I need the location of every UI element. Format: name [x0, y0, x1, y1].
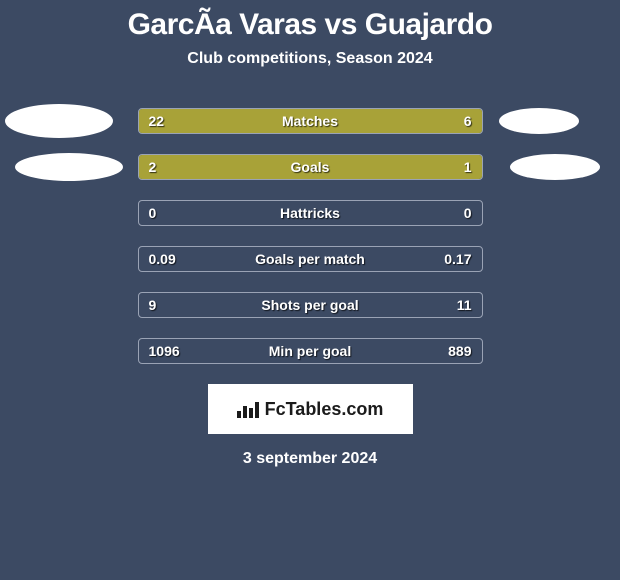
- stat-value-left: 22: [149, 113, 165, 129]
- bars-area: 22 6 Matches 2 1 Goals 0 0 Hattricks 0.09 0.17 Goal…: [0, 108, 620, 364]
- stat-label: Goals per match: [255, 251, 365, 267]
- player-avatar: [510, 154, 600, 180]
- stat-label: Goals: [291, 159, 330, 175]
- stat-value-right: 11: [457, 297, 472, 313]
- bar-chart-icon: [237, 400, 259, 418]
- bar-track: 0 0 Hattricks: [138, 200, 483, 226]
- player-avatar: [499, 108, 579, 134]
- stat-row: 9 11 Shots per goal: [0, 292, 620, 318]
- date-text: 3 september 2024: [0, 450, 620, 468]
- page-title: GarcÃ­a Varas vs Guajardo: [0, 0, 620, 42]
- stat-row: 0 0 Hattricks: [0, 200, 620, 226]
- stat-value-left: 0.09: [149, 251, 176, 267]
- bar-track: 1096 889 Min per goal: [138, 338, 483, 364]
- stat-value-right: 0.17: [444, 251, 471, 267]
- stat-value-left: 9: [149, 297, 157, 313]
- stat-value-left: 2: [149, 159, 157, 175]
- bar-track: 2 1 Goals: [138, 154, 483, 180]
- bar-fill-left: [139, 155, 369, 179]
- stat-value-right: 889: [448, 343, 471, 359]
- stat-value-left: 1096: [149, 343, 180, 359]
- stat-value-right: 0: [464, 205, 472, 221]
- bar-track: 9 11 Shots per goal: [138, 292, 483, 318]
- stat-value-right: 6: [464, 113, 472, 129]
- stat-row: 1096 889 Min per goal: [0, 338, 620, 364]
- stat-label: Hattricks: [280, 205, 340, 221]
- stat-label: Min per goal: [269, 343, 351, 359]
- player-avatar: [5, 104, 113, 138]
- stat-value-right: 1: [464, 159, 472, 175]
- stat-label: Shots per goal: [261, 297, 358, 313]
- bar-fill-left: [139, 109, 396, 133]
- brand-box: FcTables.com: [208, 384, 413, 434]
- stat-label: Matches: [282, 113, 338, 129]
- brand-text: FcTables.com: [265, 399, 384, 420]
- subtitle: Club competitions, Season 2024: [0, 50, 620, 68]
- stat-row: 0.09 0.17 Goals per match: [0, 246, 620, 272]
- comparison-card: GarcÃ­a Varas vs Guajardo Club competiti…: [0, 0, 620, 580]
- stat-value-left: 0: [149, 205, 157, 221]
- bar-track: 0.09 0.17 Goals per match: [138, 246, 483, 272]
- player-avatar: [15, 153, 123, 181]
- bar-track: 22 6 Matches: [138, 108, 483, 134]
